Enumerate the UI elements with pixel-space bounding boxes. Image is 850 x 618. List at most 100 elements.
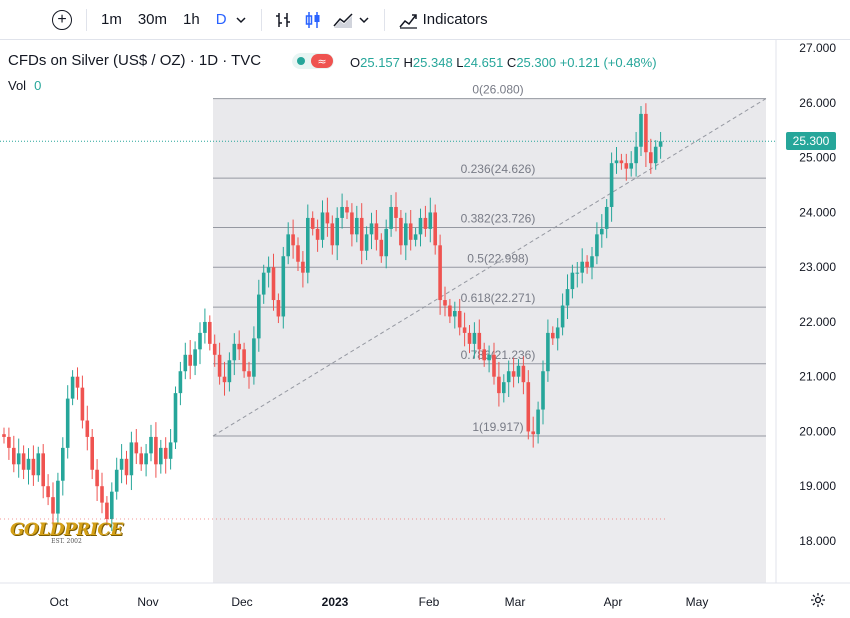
candle-body: [467, 332, 472, 344]
candle-body: [252, 338, 256, 377]
candle-body: [443, 300, 447, 306]
candles-button[interactable]: [298, 5, 328, 35]
candle-body: [75, 376, 80, 388]
close-label: C: [506, 55, 517, 70]
price-axis[interactable]: 27.000 26.000 25.000 24.000 23.000 22.000 21.0…: [775, 40, 836, 583]
area-chart-button[interactable]: [328, 5, 358, 35]
interval-1m-button[interactable]: 1m: [101, 11, 122, 28]
market-status-badge[interactable]: ≈: [292, 53, 334, 71]
candle-body: [188, 354, 192, 366]
candle-body: [217, 354, 222, 377]
candle-body: [457, 311, 462, 328]
candle-body: [369, 223, 374, 235]
indicators-label: Indicators: [422, 11, 488, 28]
candle-body: [477, 332, 482, 350]
candle-body: [154, 436, 158, 465]
status-dot-icon: [297, 57, 305, 65]
high-label: H: [403, 55, 413, 70]
candle-body: [649, 152, 653, 164]
bars-icon: [275, 12, 290, 27]
candle-body: [306, 217, 310, 273]
interval-30m-button[interactable]: 30m: [137, 11, 168, 28]
candle-body: [359, 217, 364, 251]
candle-body: [389, 206, 393, 229]
candle-body: [2, 434, 6, 437]
candle-body: [301, 261, 305, 273]
time-axis[interactable]: Oct Nov Dec 2023 Feb Mar Apr May: [0, 582, 850, 609]
settings-gear-icon[interactable]: [810, 592, 826, 608]
candle-body: [227, 360, 232, 383]
fibonacci-retracement[interactable]: 0(26.080) 0.236(24.626) 0.382(23.726) 0.5(2…: [212, 83, 767, 583]
time-tick-label: Dec: [231, 595, 252, 609]
fib-level-label: 0.786(21.236): [461, 348, 536, 362]
toolbar-divider: [383, 8, 385, 31]
candle-body: [551, 332, 555, 339]
candle-body: [315, 228, 320, 240]
candle-body: [330, 223, 335, 246]
low-label: L: [456, 55, 464, 70]
candle-body: [266, 267, 271, 273]
candle-body: [536, 409, 540, 435]
candle-body: [90, 436, 94, 470]
candle-body: [26, 458, 31, 470]
candle-body: [531, 431, 535, 435]
last-price-tag: 25.300: [786, 132, 836, 150]
symbol-title[interactable]: CFDs on Silver (US$ / OZ) · 1D · TVC: [8, 52, 262, 69]
candle-body: [340, 206, 344, 218]
candle-body: [614, 160, 619, 164]
candle-body: [595, 234, 599, 257]
candle-body: [178, 371, 183, 394]
fib-level-label: 0.382(23.726): [461, 211, 536, 225]
fib-level-label: 0.5(22.998): [467, 251, 528, 265]
time-tick-label: Oct: [50, 595, 69, 609]
candle-body: [159, 447, 163, 465]
price-tick-label: 25.000: [799, 151, 836, 165]
candle-body: [110, 491, 114, 520]
time-tick-label: Apr: [604, 595, 623, 609]
interval-dropdown-button[interactable]: [235, 5, 247, 35]
candle-body: [286, 234, 290, 257]
candle-body: [261, 272, 266, 295]
candle-body: [51, 497, 55, 514]
candle-body: [565, 289, 570, 306]
candle-body: [438, 245, 442, 301]
candle-body: [629, 163, 633, 169]
interval-1h-button[interactable]: 1h: [183, 11, 200, 28]
candle-body: [408, 223, 413, 240]
high-value: 25.348: [412, 55, 453, 70]
time-tick-label: Mar: [505, 595, 526, 609]
fib-extension: [213, 435, 766, 583]
open-value: 25.157: [360, 55, 400, 70]
candle-body: [36, 453, 41, 476]
fib-level-label: 1(19.917): [472, 420, 523, 434]
candle-body: [129, 442, 134, 476]
indicators-button[interactable]: Indicators: [397, 5, 488, 35]
candle-body: [575, 272, 580, 274]
volume-readout[interactable]: Vol 0: [8, 78, 41, 93]
candle-body: [624, 163, 629, 169]
candle-body: [212, 343, 217, 355]
candle-body: [639, 113, 643, 147]
interval-d-button[interactable]: D: [215, 11, 227, 28]
price-chart[interactable]: 0(26.080) 0.236(24.626) 0.382(23.726) 0.5(2…: [0, 40, 850, 618]
candle-body: [658, 141, 663, 147]
candle-body: [325, 212, 330, 224]
candle-body: [609, 163, 614, 207]
chart-type-dropdown-button[interactable]: [358, 5, 370, 35]
candle-body: [644, 113, 648, 153]
candle-body: [492, 354, 496, 377]
candle-body: [70, 376, 75, 399]
candle-body: [604, 206, 609, 229]
add-symbol-button[interactable]: +: [52, 5, 72, 35]
candle-body: [404, 223, 408, 246]
candle-body: [80, 387, 85, 421]
candle-body: [124, 458, 129, 476]
candle-body: [168, 442, 173, 459]
time-tick-label: Feb: [419, 595, 440, 609]
candle-body: [506, 371, 511, 383]
candle-body: [335, 217, 339, 246]
candle-body: [203, 321, 207, 333]
candle-body: [472, 332, 477, 344]
candle-body: [7, 436, 11, 448]
compare-bars-button[interactable]: [268, 5, 298, 35]
